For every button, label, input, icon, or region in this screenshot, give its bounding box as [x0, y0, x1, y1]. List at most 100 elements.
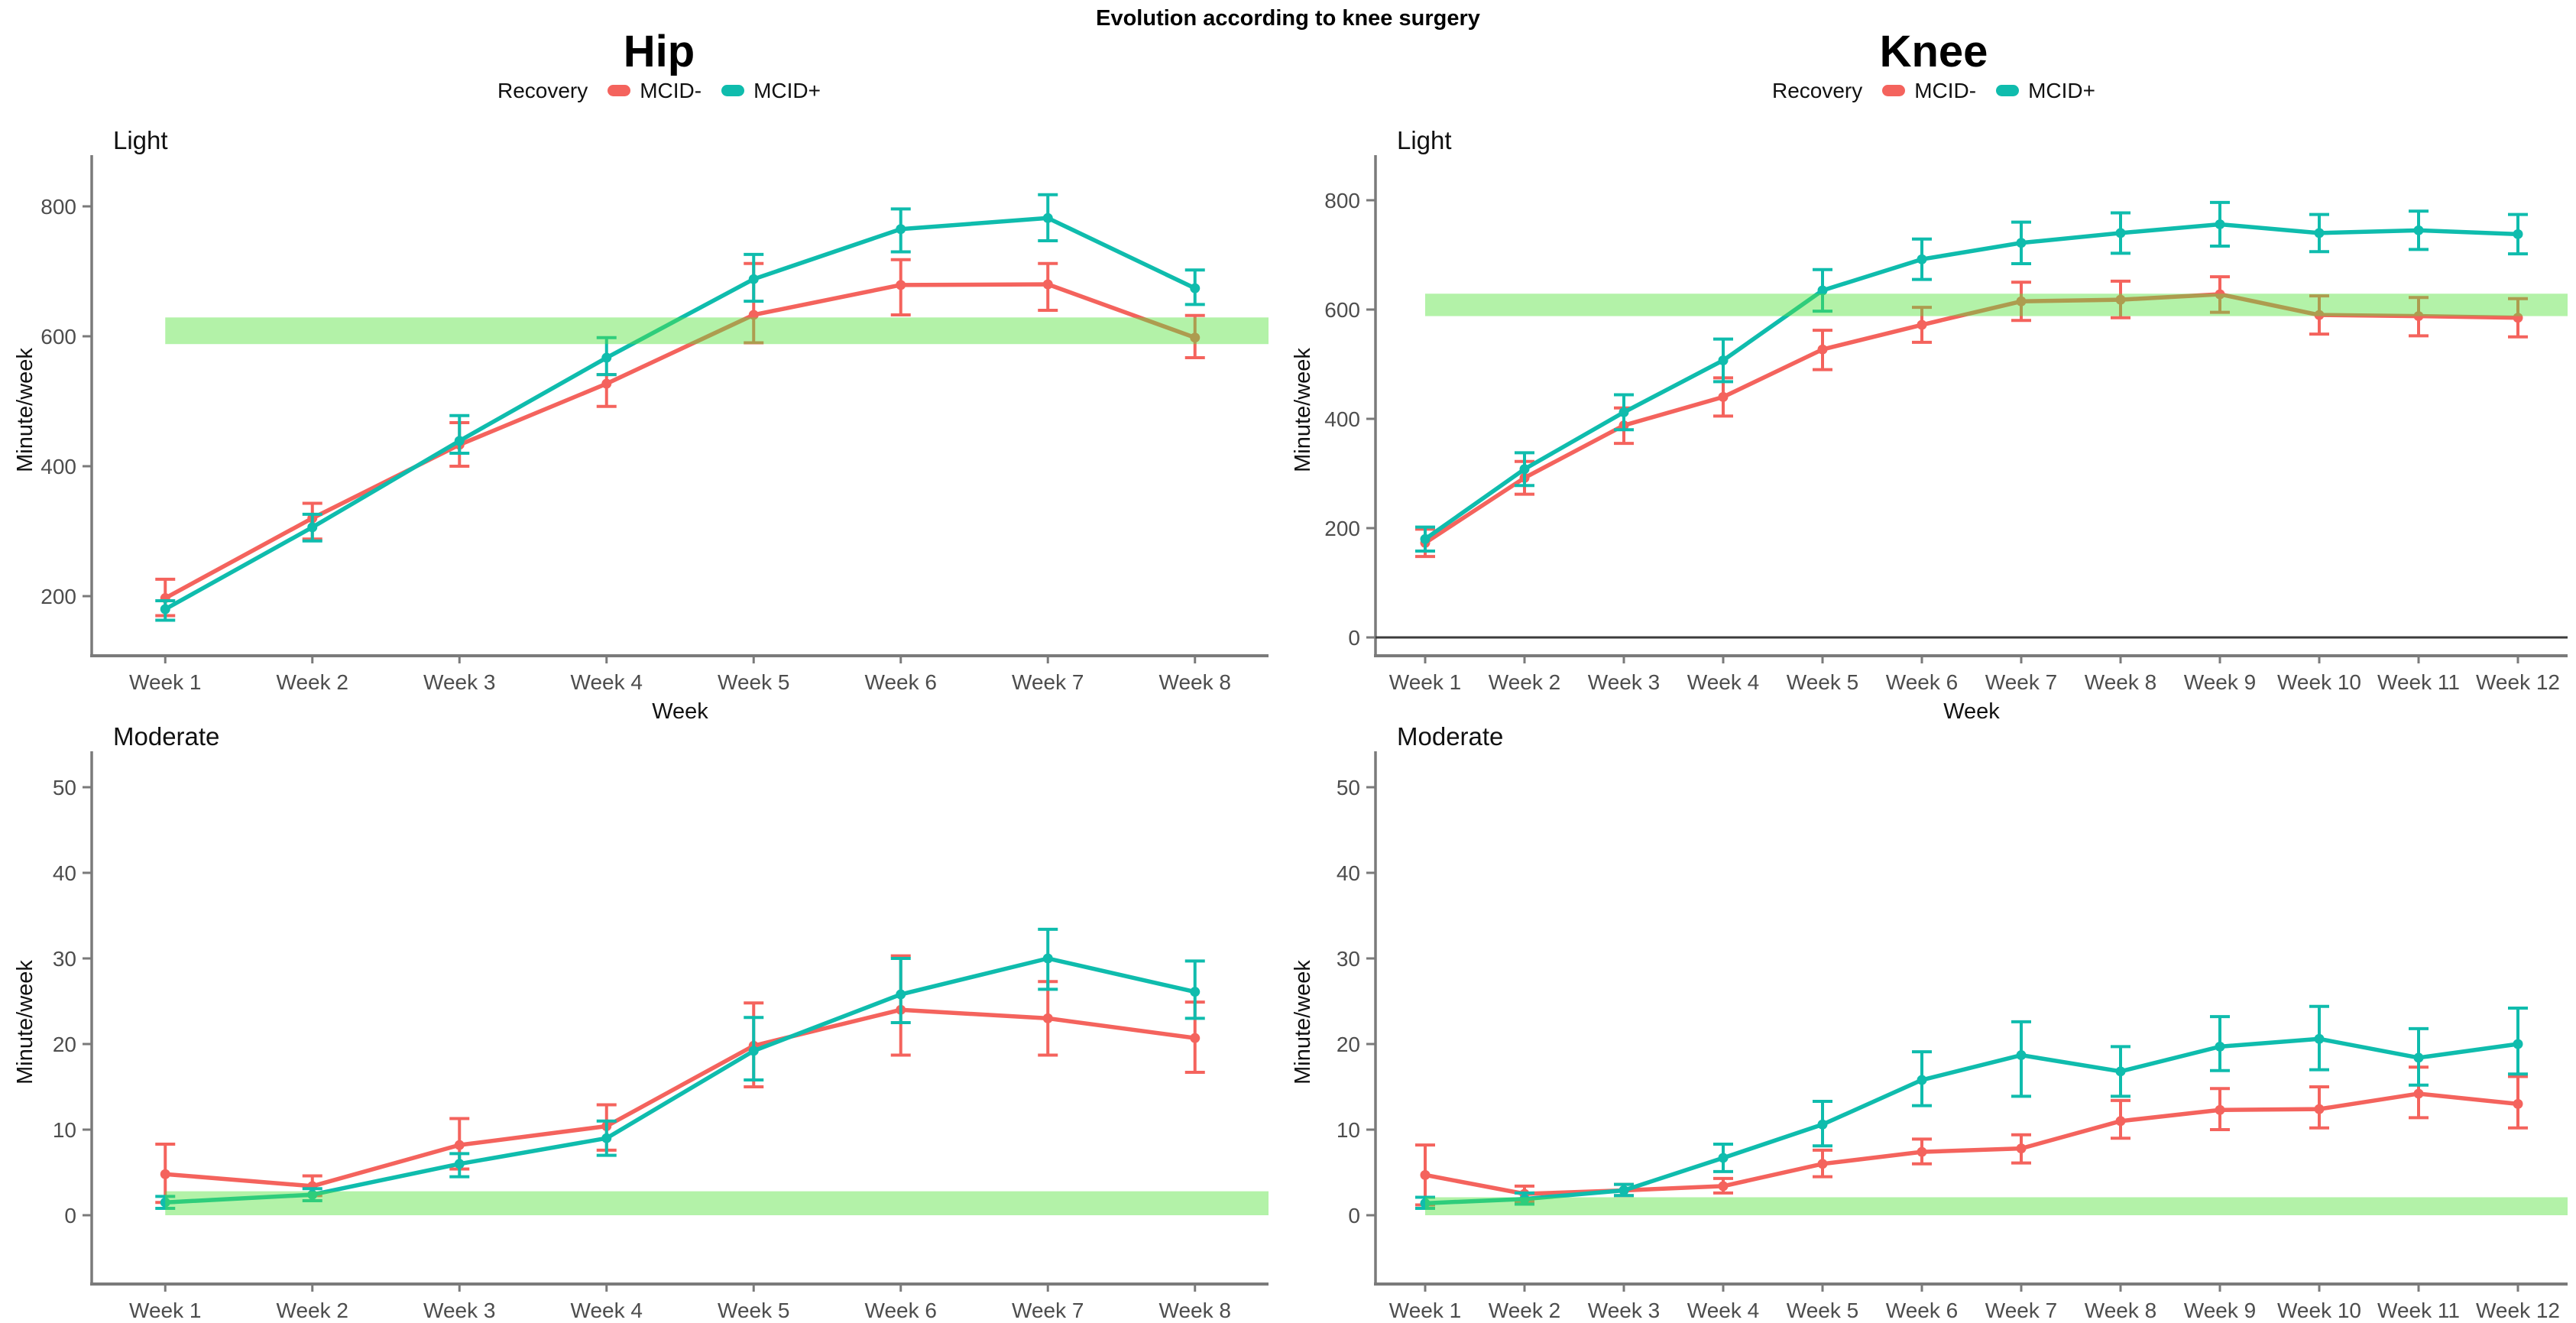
legend-item-mcid-minus: MCID-: [1882, 79, 1976, 103]
mcid-plus-key-icon: [1996, 85, 2020, 97]
series-MCID-: [155, 258, 1205, 618]
knee-column-header: Knee Recovery MCID- MCID+: [1291, 28, 2576, 103]
legend-item-label: MCID+: [2028, 78, 2096, 102]
series-line: [165, 956, 1196, 1205]
x-tick-label: Week 11: [2377, 1299, 2460, 1322]
x-tick-label: Week 6: [1886, 670, 1958, 694]
y-tick-label: 30: [1337, 947, 1360, 971]
series-MCID-: [1415, 1065, 2528, 1207]
y-tick-label: 40: [1337, 861, 1360, 885]
data-point: [160, 1197, 170, 1208]
data-point: [1519, 1194, 1530, 1205]
data-point: [2115, 228, 2126, 238]
x-tick-label: Week 8: [2085, 1299, 2156, 1322]
legend-label: Recovery: [497, 78, 588, 102]
hip-legend: Recovery MCID- MCID+: [15, 79, 1303, 103]
x-tick-label: Week 10: [2277, 670, 2361, 694]
data-point: [2513, 229, 2523, 239]
x-tick-label: Week 11: [2377, 670, 2460, 694]
y-tick-label: 50: [1337, 776, 1360, 799]
y-axis-title: Minute/week: [15, 348, 37, 472]
data-point: [1190, 987, 1201, 997]
data-point: [748, 274, 759, 284]
x-tick-label: Week 8: [2085, 670, 2156, 694]
x-tick-label: Week 1: [1389, 1299, 1461, 1322]
x-tick-label: Week 2: [277, 670, 348, 694]
data-point: [2016, 296, 2027, 306]
data-point: [896, 224, 906, 235]
x-tick-label: Week 12: [2476, 1299, 2560, 1322]
data-point: [1190, 332, 1201, 343]
series-MCID-: [155, 954, 1205, 1205]
y-tick-label: 50: [53, 776, 76, 799]
x-tick-label: Week 5: [1787, 1299, 1858, 1322]
x-tick-label: Week 1: [129, 670, 201, 694]
x-tick-label: Week 9: [2184, 1299, 2256, 1322]
reference-band: [165, 1191, 1269, 1215]
data-point: [896, 280, 906, 290]
legend-item-mcid-plus: MCID+: [721, 79, 821, 103]
data-point: [1917, 254, 1927, 264]
y-tick-label: 0: [1348, 626, 1360, 650]
data-point: [1817, 285, 1828, 296]
y-axis-title: Minute/week: [1291, 960, 1315, 1085]
x-tick-label: Week 7: [1985, 670, 2057, 694]
x-tick-label: Week 4: [571, 1299, 643, 1322]
x-tick-label: Week 6: [865, 1299, 937, 1322]
panel-label: Moderate: [113, 722, 219, 751]
series-MCID-: [1415, 275, 2528, 559]
data-point: [454, 1140, 465, 1150]
x-tick-label: Week 5: [1787, 670, 1858, 694]
x-tick-label: Week 8: [1159, 1299, 1231, 1322]
data-point: [601, 1133, 612, 1143]
data-point: [2016, 1050, 2027, 1061]
y-tick-label: 0: [64, 1204, 76, 1227]
data-point: [160, 604, 170, 614]
y-tick-label: 600: [41, 325, 76, 349]
data-point: [454, 1159, 465, 1169]
x-tick-label: Week 10: [2277, 1299, 2361, 1322]
y-tick-label: 800: [41, 195, 76, 219]
y-tick-label: 30: [53, 947, 76, 971]
x-tick-label: Week 2: [1489, 670, 1560, 694]
data-point: [2314, 310, 2325, 320]
data-point: [1718, 391, 1729, 402]
y-tick-label: 200: [41, 585, 76, 608]
data-point: [2016, 1143, 2027, 1154]
series-line: [1424, 222, 2519, 541]
main-title: Evolution according to knee surgery: [1096, 6, 1480, 31]
y-tick-label: 400: [1324, 407, 1360, 431]
data-point: [748, 1046, 759, 1056]
data-point: [1817, 344, 1828, 355]
series-line: [1424, 1091, 2519, 1196]
data-point: [1042, 212, 1053, 223]
data-point: [2314, 1104, 2325, 1114]
series-line: [165, 1007, 1196, 1188]
data-point: [1190, 1033, 1201, 1043]
x-tick-label: Week 4: [571, 670, 643, 694]
legend-item-label: MCID+: [753, 78, 821, 102]
data-point: [601, 378, 612, 389]
series-line: [1424, 292, 2519, 545]
data-point: [1042, 279, 1053, 290]
panel-label: Light: [113, 126, 168, 154]
y-tick-label: 800: [1324, 189, 1360, 212]
data-point: [307, 522, 318, 533]
x-axis-title: Week: [1943, 699, 2000, 722]
data-point: [2215, 1041, 2225, 1052]
x-tick-label: Week 4: [1687, 670, 1759, 694]
panel-hip-moderate: Moderate 0 10 20 30 40 50 Week 1 Week 2 Week 3 Wee…: [15, 722, 1269, 1322]
data-point: [454, 436, 465, 446]
series-line: [164, 282, 1196, 600]
y-axis-title: Minute/week: [1291, 348, 1315, 472]
y-axis-title: Minute/week: [15, 960, 37, 1085]
reference-band: [165, 317, 1269, 345]
mcid-minus-key-icon: [1882, 85, 1906, 97]
knee-legend: Recovery MCID- MCID+: [1291, 79, 2576, 103]
data-point: [2413, 1052, 2424, 1063]
x-tick-label: Week 5: [718, 1299, 789, 1322]
data-point: [601, 352, 612, 363]
y-tick-label: 200: [1324, 517, 1360, 540]
data-point: [1619, 1185, 1629, 1196]
data-point: [2513, 1098, 2523, 1109]
